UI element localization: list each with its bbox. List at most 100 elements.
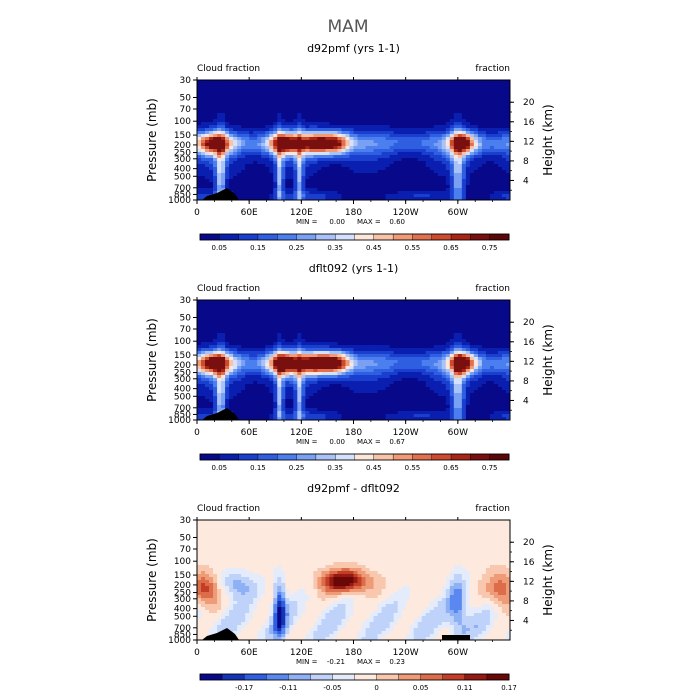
field-cell bbox=[217, 318, 222, 322]
field-cell bbox=[505, 179, 511, 183]
field-cell bbox=[485, 336, 491, 340]
field-cell bbox=[245, 188, 250, 192]
field-cell bbox=[477, 95, 483, 99]
field-cell bbox=[325, 116, 330, 120]
field-cell bbox=[225, 173, 230, 177]
field-cell bbox=[481, 348, 487, 352]
field-cell bbox=[241, 185, 246, 189]
field-cell bbox=[241, 327, 246, 331]
field-cell bbox=[505, 143, 511, 147]
field-cell bbox=[273, 104, 278, 108]
field-cell bbox=[493, 176, 499, 180]
field-cell bbox=[381, 318, 386, 322]
field-cell bbox=[485, 113, 491, 117]
field-cell bbox=[465, 182, 471, 186]
field-cell bbox=[405, 191, 411, 195]
field-cell bbox=[481, 125, 487, 129]
field-cell bbox=[469, 164, 475, 168]
field-cell bbox=[301, 110, 306, 114]
field-cell bbox=[237, 354, 242, 358]
field-cell bbox=[449, 324, 455, 328]
field-cell bbox=[465, 306, 471, 310]
field-cell bbox=[213, 146, 218, 150]
field-cell bbox=[221, 89, 226, 93]
field-cell bbox=[253, 98, 258, 102]
field-cell bbox=[393, 330, 399, 334]
field-cell bbox=[241, 164, 246, 168]
field-cell bbox=[317, 366, 322, 370]
field-cell bbox=[325, 342, 330, 346]
field-cell bbox=[369, 125, 374, 129]
colorbar-frame bbox=[199, 233, 510, 241]
field-cell bbox=[217, 131, 222, 135]
field-cell bbox=[469, 303, 475, 307]
field-cell bbox=[373, 194, 378, 198]
field-cell bbox=[289, 363, 294, 367]
field-cell bbox=[409, 342, 415, 346]
field-cell bbox=[233, 315, 238, 319]
field-cell bbox=[249, 116, 254, 120]
field-cell bbox=[225, 300, 230, 304]
field-cell bbox=[417, 188, 423, 192]
field-cell bbox=[197, 155, 202, 159]
field-cell bbox=[249, 95, 254, 99]
field-cell bbox=[381, 116, 386, 120]
field-cell bbox=[301, 101, 306, 105]
field-cell bbox=[245, 327, 250, 331]
field-cell bbox=[201, 185, 206, 189]
field-cell bbox=[465, 116, 471, 120]
field-cell bbox=[353, 158, 358, 162]
field-cell bbox=[417, 122, 423, 126]
field-cell bbox=[301, 86, 306, 90]
field-cell bbox=[457, 324, 463, 328]
field-cell bbox=[213, 336, 218, 340]
field-cell bbox=[221, 110, 226, 114]
field-cell bbox=[341, 348, 346, 352]
field-cell bbox=[213, 104, 218, 108]
field-cell bbox=[197, 333, 202, 337]
field-cell bbox=[417, 327, 423, 331]
field-cell bbox=[389, 342, 395, 346]
field-cell bbox=[497, 348, 503, 352]
field-cell bbox=[253, 116, 258, 120]
field-cell bbox=[377, 80, 382, 84]
field-cell bbox=[313, 140, 318, 144]
field-cell bbox=[489, 179, 495, 183]
field-cell bbox=[221, 143, 226, 147]
field-cell bbox=[413, 363, 419, 367]
field-cell bbox=[417, 89, 423, 93]
field-cell bbox=[477, 327, 483, 331]
field-cell bbox=[257, 173, 262, 177]
field-cell bbox=[461, 83, 467, 87]
field-cell bbox=[321, 86, 326, 90]
field-cell bbox=[201, 158, 206, 162]
field-cell bbox=[385, 300, 391, 304]
field-cell bbox=[289, 83, 294, 87]
field-cell bbox=[289, 86, 294, 90]
field-cell bbox=[213, 324, 218, 328]
field-cell bbox=[309, 363, 314, 367]
field-cell bbox=[361, 152, 366, 156]
field-cell bbox=[409, 357, 415, 361]
field-cell bbox=[485, 303, 491, 307]
field-cell bbox=[417, 95, 423, 99]
field-cell bbox=[221, 327, 226, 331]
field-cell bbox=[449, 116, 455, 120]
field-cell bbox=[401, 182, 407, 186]
field-cell bbox=[289, 303, 294, 307]
field-cell bbox=[253, 185, 258, 189]
field-cell bbox=[433, 119, 439, 123]
field-cell bbox=[485, 86, 491, 90]
field-cell bbox=[257, 182, 262, 186]
field-cell bbox=[373, 324, 378, 328]
field-cell bbox=[277, 348, 282, 352]
field-cell bbox=[277, 360, 282, 364]
field-cell bbox=[293, 339, 298, 343]
field-cell bbox=[253, 149, 258, 153]
field-cell bbox=[249, 92, 254, 96]
field-cell bbox=[377, 312, 382, 316]
field-cell bbox=[293, 161, 298, 165]
field-cell bbox=[341, 351, 346, 355]
field-cell bbox=[261, 104, 266, 108]
field-cell bbox=[293, 363, 298, 367]
